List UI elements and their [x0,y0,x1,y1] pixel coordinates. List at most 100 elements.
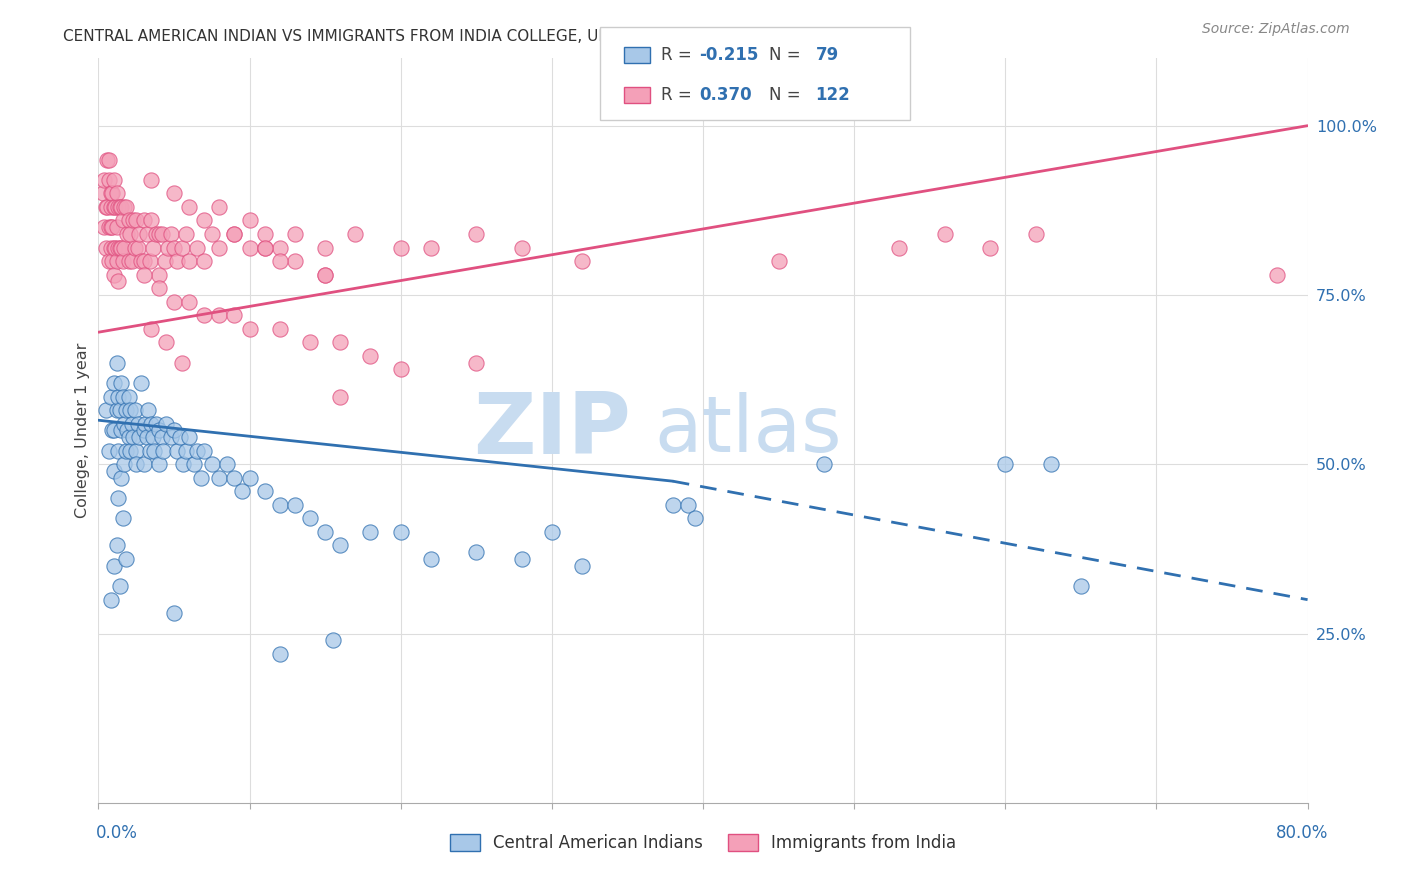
Point [889,241,911,255]
Point [120,403,142,417]
Point [132,213,155,227]
Point [224,308,246,322]
Point [134,417,156,431]
Point [120,443,142,458]
Point [104,200,127,214]
Y-axis label: College, Under 1 year: College, Under 1 year [75,343,90,518]
Point [166,254,188,268]
Point [118,213,141,227]
Point [103,268,125,282]
Point [344,227,367,241]
Point [122,213,145,227]
Point [98,443,121,458]
Text: Source: ZipAtlas.com: Source: ZipAtlas.com [1202,22,1350,37]
Point [148,423,170,437]
Point [110,241,132,255]
Point [100,390,122,404]
Point [105,356,128,370]
Point [141,213,163,227]
Point [160,227,183,241]
Point [166,443,188,458]
Point [112,457,135,471]
Point [193,308,215,322]
Point [139,443,162,458]
Point [360,524,382,539]
Point [540,524,562,539]
Point [110,200,132,214]
Point [153,254,176,268]
Point [174,227,197,241]
Point [118,430,141,444]
Point [103,241,125,255]
Point [124,241,146,255]
Point [155,335,177,350]
Point [108,403,131,417]
Text: R =: R = [661,46,697,64]
Point [163,186,186,201]
Point [96,153,118,167]
Point [100,186,122,201]
Point [314,268,336,282]
Text: 79: 79 [815,46,839,64]
Point [314,268,336,282]
Point [231,484,253,499]
Point [141,173,163,187]
Point [269,498,291,512]
Point [135,430,157,444]
Point [322,633,344,648]
Point [510,241,533,255]
Point [170,241,193,255]
Point [100,592,122,607]
Point [111,213,134,227]
Point [148,281,170,295]
Point [101,186,124,201]
Point [179,430,201,444]
Point [141,322,163,336]
Point [125,443,148,458]
Point [239,241,262,255]
Point [143,443,166,458]
Text: atlas: atlas [655,392,842,468]
Point [253,241,276,255]
Point [145,417,167,431]
Point [107,241,129,255]
Point [179,200,201,214]
Point [101,254,124,268]
Point [163,241,186,255]
Point [132,457,155,471]
Point [208,200,231,214]
Point [661,498,683,512]
Point [169,430,191,444]
Point [93,173,115,187]
Point [112,417,135,431]
Point [94,241,117,255]
Point [420,241,443,255]
Point [186,241,208,255]
Point [174,443,197,458]
Point [152,443,174,458]
Point [465,356,488,370]
Point [101,423,124,437]
Point [253,241,276,255]
Point [105,254,128,268]
Text: R =: R = [661,86,697,103]
Point [98,173,121,187]
Point [1039,457,1062,471]
Point [193,254,215,268]
Point [1070,579,1092,593]
Point [253,484,276,499]
Point [183,457,205,471]
Point [118,390,141,404]
Point [163,294,186,309]
Point [100,200,122,214]
Point [136,403,159,417]
Point [107,200,129,214]
Point [269,241,291,255]
Point [163,606,186,620]
Point [186,443,208,458]
Point [98,220,121,235]
Point [107,491,129,505]
Point [98,254,121,268]
Point [148,227,170,241]
Point [129,254,152,268]
